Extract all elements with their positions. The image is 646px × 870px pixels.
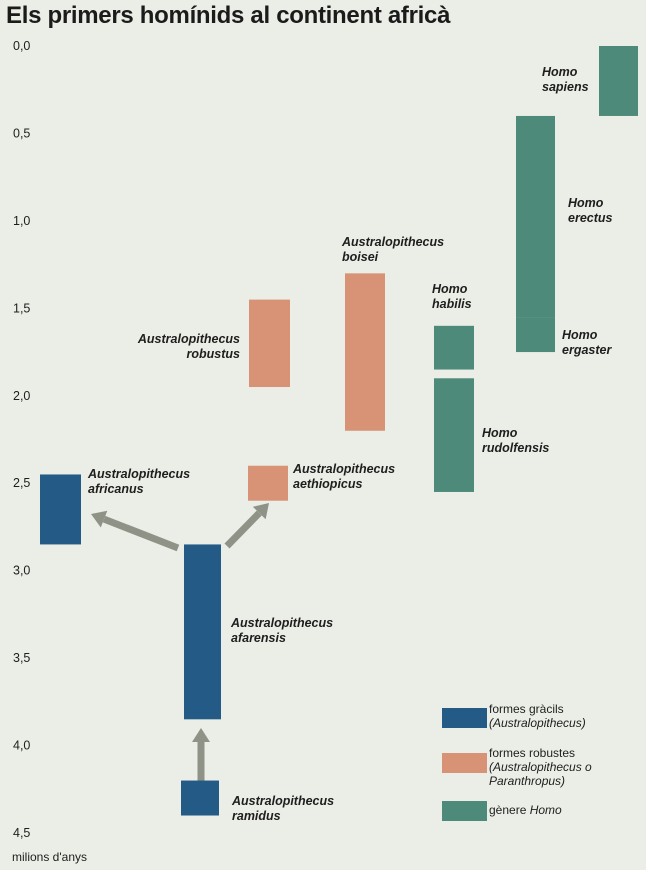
- species-label-australopithecus-africanus: africanus: [88, 482, 144, 496]
- species-label-homo-habilis: habilis: [432, 297, 472, 311]
- y-tick-label: 2,0: [13, 389, 30, 403]
- chart-title: Els primers homínids al continent africà: [6, 2, 451, 29]
- legend-robust-line2: (Australopithecus o: [489, 760, 592, 774]
- species-label-homo-erectus: erectus: [568, 211, 613, 225]
- legend-homo-italic: Homo: [529, 803, 562, 817]
- species-label-australopithecus-aethiopicus: Australopithecus: [292, 462, 395, 476]
- arrow-afarensis-to-africanus: [91, 510, 180, 552]
- range-bar-australopithecus-africanus: [40, 474, 81, 545]
- species-label-homo-habilis: Homo: [432, 282, 468, 296]
- range-bar-australopithecus-ramidus: [181, 780, 219, 816]
- species-label-homo-ergaster: ergaster: [562, 343, 612, 357]
- legend-gracil-line2: (Australopithecus): [489, 716, 586, 730]
- species-label-australopithecus-ramidus: ramidus: [232, 809, 281, 823]
- legend-robust-line3: Paranthropus): [489, 774, 566, 788]
- legend-text-robust: formes robustes (Australopithecus o Para…: [489, 746, 592, 788]
- legend-homo-pre: gènere: [489, 803, 530, 817]
- legend-swatch-gracil: [442, 708, 487, 728]
- y-tick-label: 1,5: [13, 301, 30, 315]
- legend-text-gracil: formes gràcils (Australopithecus): [489, 702, 586, 730]
- species-label-australopithecus-boisei: Australopithecus: [341, 235, 444, 249]
- y-tick-label: 0,0: [13, 39, 30, 53]
- species-label-homo-ergaster: Homo: [562, 328, 598, 342]
- species-label-homo-erectus: Homo: [568, 196, 604, 210]
- species-label-australopithecus-ramidus: Australopithecus: [231, 794, 334, 808]
- range-bar-australopithecus-robustus: [249, 299, 290, 388]
- y-tick-label: 4,5: [13, 826, 30, 840]
- species-label-homo-sapiens: sapiens: [542, 80, 589, 94]
- y-tick-label: 3,5: [13, 651, 30, 665]
- range-bar-homo-rudolfensis: [434, 378, 474, 492]
- range-bar-australopithecus-aethiopicus: [248, 465, 288, 501]
- y-tick-label: 1,0: [13, 214, 30, 228]
- species-label-australopithecus-africanus: Australopithecus: [87, 467, 190, 481]
- range-bar-australopithecus-afarensis: [184, 544, 221, 720]
- legend-text-homo: gènere Homo: [489, 803, 562, 817]
- arrow-ramidus-to-afarensis: [192, 728, 210, 784]
- legend-swatch-robust: [442, 753, 487, 773]
- y-tick-label: 4,0: [13, 739, 30, 753]
- species-label-homo-rudolfensis: rudolfensis: [482, 441, 549, 455]
- species-label-homo-rudolfensis: Homo: [482, 426, 518, 440]
- y-tick-label: 3,0: [13, 564, 30, 578]
- legend-gracil-line1: formes gràcils: [489, 702, 564, 716]
- species-label-australopithecus-robustus: robustus: [187, 347, 241, 361]
- range-bar-australopithecus-boisei: [345, 273, 385, 431]
- y-axis-label: milions d'anys: [12, 850, 87, 864]
- species-label-australopithecus-afarensis: Australopithecus: [230, 616, 333, 630]
- legend-swatch-homo: [442, 801, 487, 821]
- range-bar-homo-sapiens: [599, 46, 638, 116]
- range-bar-homo-erectus: [516, 115, 555, 318]
- species-label-homo-sapiens: Homo: [542, 65, 578, 79]
- range-bar-homo-habilis: [434, 325, 474, 370]
- range-bar-homo-ergaster: [516, 317, 555, 353]
- species-label-australopithecus-afarensis: afarensis: [231, 631, 286, 645]
- species-label-australopithecus-boisei: boisei: [342, 250, 379, 264]
- arrow-afarensis-to-aethiopicus: [224, 503, 269, 549]
- species-label-australopithecus-robustus: Australopithecus: [137, 332, 240, 346]
- species-label-australopithecus-aethiopicus: aethiopicus: [293, 477, 363, 491]
- y-tick-label: 0,5: [13, 126, 30, 140]
- legend-robust-line1: formes robustes: [489, 746, 576, 760]
- y-tick-label: 2,5: [13, 476, 30, 490]
